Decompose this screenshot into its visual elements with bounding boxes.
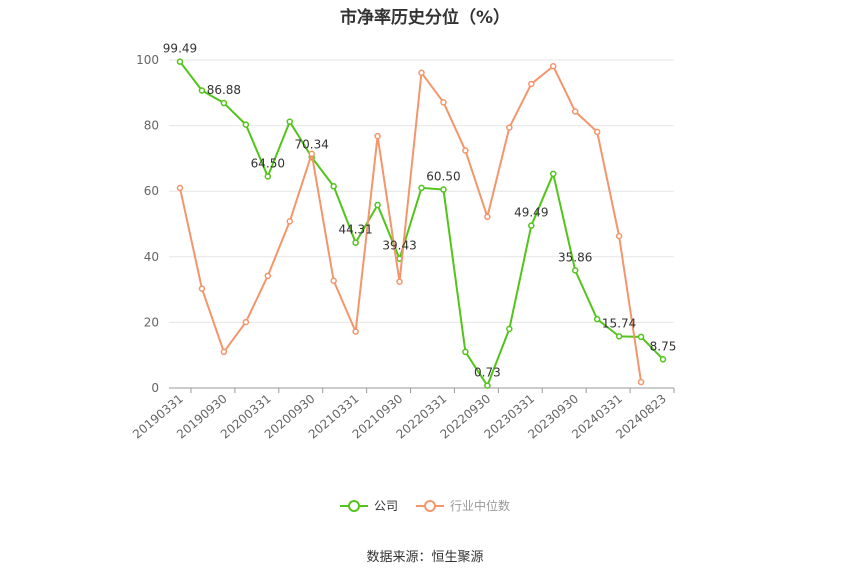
data-point-company xyxy=(462,348,469,356)
data-point-industry xyxy=(264,272,272,280)
data-point-company xyxy=(220,99,228,107)
legend-marker-company xyxy=(339,499,368,512)
data-point-industry xyxy=(198,285,206,292)
data-point-company xyxy=(352,239,359,246)
data-point-industry xyxy=(440,99,447,106)
series-line-company xyxy=(179,61,664,387)
data-point-company xyxy=(549,170,557,178)
data-point-company xyxy=(593,315,601,323)
data-point-company xyxy=(528,222,535,229)
data-label: 49.49 xyxy=(514,206,548,220)
data-point-company xyxy=(198,87,206,94)
data-point-company xyxy=(330,183,337,190)
y-tick-label: 0 xyxy=(151,381,159,395)
data-point-industry xyxy=(615,232,623,240)
series-line-industry xyxy=(179,65,643,383)
data-labels: 99.49 86.88 64.50 70.34 44.31 39.43 60.50 0.73 4… xyxy=(163,42,677,380)
data-point-company xyxy=(242,121,250,128)
chart-title: 市净率历史分位（%） xyxy=(339,8,511,28)
legend-item-company[interactable]: 公司 xyxy=(339,497,398,514)
data-point-company xyxy=(176,58,184,65)
data-label: 39.43 xyxy=(382,239,416,253)
data-point-company xyxy=(264,173,272,180)
data-label: 0.73 xyxy=(474,366,501,380)
y-tick-label: 20 xyxy=(144,315,159,329)
data-point-industry xyxy=(286,218,294,225)
data-label: 99.49 xyxy=(163,42,197,56)
data-label: 86.88 xyxy=(207,83,241,97)
data-label: 44.31 xyxy=(338,223,372,237)
data-point-company xyxy=(506,325,513,333)
y-tick-label: 60 xyxy=(144,184,159,198)
data-point-industry xyxy=(418,69,425,77)
data-point-company xyxy=(615,333,623,340)
data-point-industry xyxy=(374,132,381,140)
data-point-industry xyxy=(242,318,250,326)
data-point-industry xyxy=(506,124,513,131)
data-point-industry xyxy=(549,62,557,70)
data-point-industry xyxy=(220,348,228,356)
data-label: 35.86 xyxy=(558,250,592,264)
data-label: 70.34 xyxy=(295,137,329,151)
data-point-company xyxy=(571,267,579,274)
data-point-industry xyxy=(593,128,601,136)
y-tick-label: 80 xyxy=(144,119,159,133)
data-point-industry xyxy=(571,108,579,115)
data-point-industry xyxy=(308,150,315,158)
legend-item-industry[interactable]: 行业中位数 xyxy=(416,497,510,514)
data-point-industry xyxy=(462,147,469,154)
data-point-industry xyxy=(396,278,403,285)
data-point-company xyxy=(637,333,645,341)
legend-label-industry: 行业中位数 xyxy=(450,499,511,513)
data-point-company xyxy=(286,118,294,125)
data-point-industry xyxy=(352,328,359,335)
data-point-company xyxy=(440,186,447,193)
data-point-industry xyxy=(484,213,491,221)
legend: 公司 行业中位数 xyxy=(0,497,850,514)
data-point-industry xyxy=(176,184,184,192)
y-tick-label: 100 xyxy=(136,53,159,67)
data-label: 64.50 xyxy=(251,156,285,170)
data-point-company xyxy=(418,184,425,192)
data-point-company xyxy=(484,382,491,389)
legend-marker-industry xyxy=(416,499,444,512)
y-tick-label: 40 xyxy=(144,250,159,264)
data-point-industry xyxy=(637,378,645,386)
data-label: 60.50 xyxy=(426,170,460,184)
series-layer xyxy=(176,58,667,389)
data-point-industry xyxy=(330,277,337,284)
data-point-company xyxy=(374,201,381,209)
legend-label-company: 公司 xyxy=(373,499,398,513)
source-note: 数据来源：恒生聚源 xyxy=(366,550,484,565)
data-point-industry xyxy=(528,80,535,88)
data-label: 8.75 xyxy=(650,339,677,353)
data-point-company xyxy=(659,356,667,363)
data-label: 15.74 xyxy=(602,316,636,330)
